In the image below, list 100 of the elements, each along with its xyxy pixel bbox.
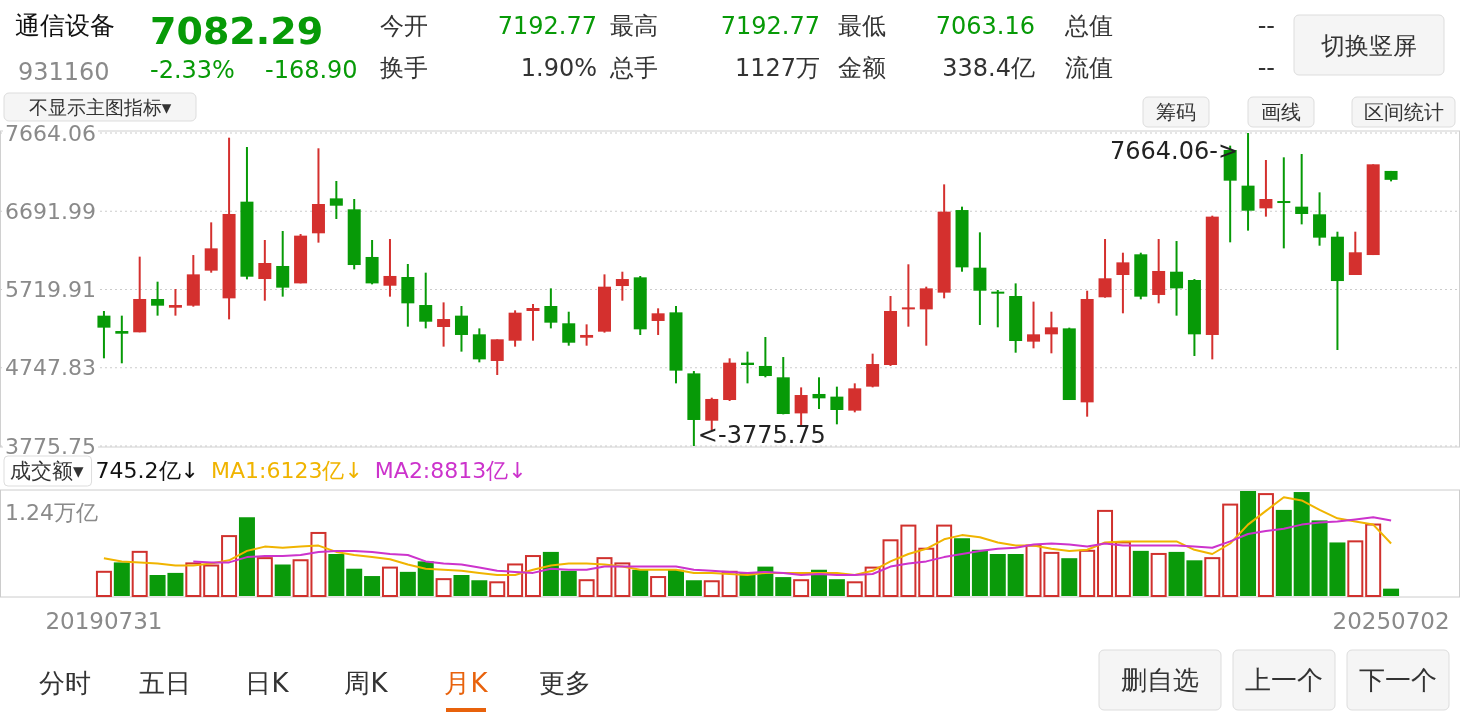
candlestick [276,229,290,298]
annotation: <-3775.75 [697,421,826,449]
bar [113,562,130,596]
candlestick [991,288,1005,329]
y-tick-label: 7664.06 [5,120,96,146]
bar [364,576,381,596]
bar [1347,540,1364,597]
bar [614,562,631,597]
text: 今开 [380,12,428,40]
text: 上一个 [1245,665,1323,696]
y-tick-label: 3775.75 [5,433,96,459]
candlestick [973,231,987,326]
bar [471,580,488,596]
text: 1.90% [520,54,597,82]
bar [95,570,112,597]
candlestick [1348,230,1362,276]
text: 最高 [610,12,658,40]
text: 7192.77 [720,12,820,40]
bar [918,547,935,597]
candlestick [1098,238,1112,299]
bar [1150,552,1167,597]
candlestick [419,271,433,330]
y-tick-label: 4747.83 [5,355,96,381]
bar [221,535,238,597]
bar [435,578,452,597]
text: 筹码 [1156,100,1196,125]
bar [1222,503,1239,597]
text: -168.90 [265,56,358,84]
bar [1204,557,1221,597]
bar [1275,509,1292,596]
text: 通信设备 [15,11,115,40]
candlestick [1313,191,1327,247]
candlestick [615,270,629,302]
bar [453,575,470,596]
candlestick [848,382,862,414]
bar [507,563,524,597]
bar [399,571,416,596]
text: 周K [344,668,389,698]
text: 7063.16 [935,12,1035,40]
bar [203,564,220,597]
bar [131,550,148,597]
bar [1007,554,1024,596]
candlestick [651,307,665,336]
candlestick [758,335,772,379]
text: 流值 [1065,54,1113,82]
bar [1293,492,1310,596]
text: 更多 [539,668,591,698]
text: 最低 [838,12,886,40]
text: MA2:8813亿↓ [374,458,527,483]
candlestick [794,386,808,426]
candlestick [544,287,558,330]
bar [256,557,273,597]
candlestick [562,310,576,347]
bar [936,524,953,597]
text: 日K [245,668,290,698]
candlestick [1152,238,1166,305]
bar [989,554,1006,596]
text: 总手 [609,54,658,82]
y-tick-label: 5719.91 [5,277,96,302]
text: MA1:6123亿↓ [210,458,363,483]
text: 338.4亿 [942,54,1035,82]
candlestick [329,179,343,220]
bar [1097,509,1114,597]
bar [1114,541,1131,597]
bar [381,566,398,597]
text: 745.2亿↓ [95,458,199,483]
text: 7192.77 [497,12,597,40]
bar [274,564,291,596]
candlestick [866,352,880,389]
candlestick [830,385,844,426]
bar [971,549,988,596]
text: 总值 [1064,12,1113,40]
text: 五日 [139,668,191,698]
text: 不显示主图指标▾ [28,95,172,118]
text: 成交额▾ [10,459,84,483]
bar [775,577,792,596]
y-tick-label: 6691.99 [5,198,96,224]
text: 删自选 [1121,665,1199,696]
bar [864,566,881,597]
bar [667,569,684,596]
candlestick [258,238,272,302]
candlestick [1295,153,1309,226]
bar [1365,523,1382,597]
bar [346,568,363,596]
bar [185,562,202,597]
text: 分时 [39,668,91,698]
bar [828,579,845,596]
bar [1061,558,1078,596]
bar [328,554,345,596]
candlestick [168,288,182,317]
candlestick [580,323,594,347]
bar [650,576,667,597]
candlestick [1259,158,1273,218]
text: 月K [444,668,489,698]
candlestick [919,285,933,347]
candlestick [1044,310,1058,355]
candlestick [1277,156,1291,250]
text: 区间统计 [1363,100,1444,125]
candlestick [1170,240,1184,317]
bar [1383,588,1400,596]
